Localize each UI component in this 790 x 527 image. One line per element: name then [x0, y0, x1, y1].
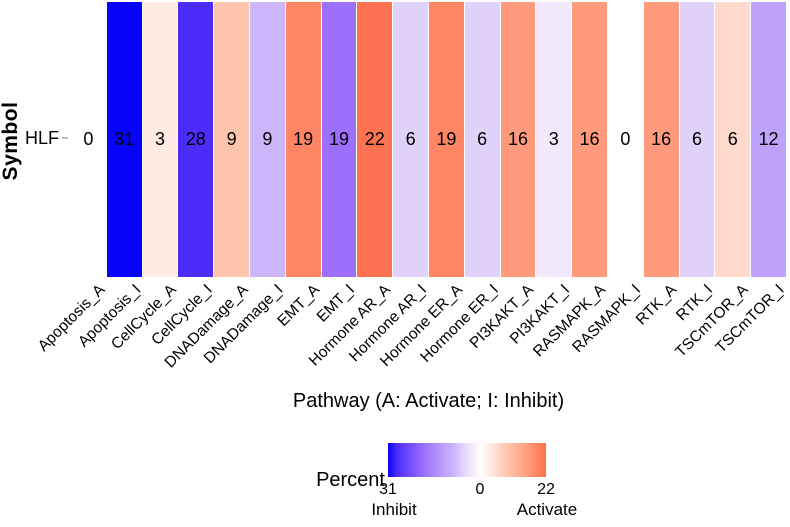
heatmap-cell-Hormone-AR_I: 6 [393, 2, 428, 277]
heatmap-cell-DNADamage_I: 9 [249, 2, 285, 277]
heatmap-cell-TSCmTOR_I: 12 [751, 2, 786, 277]
cell-value: 6 [477, 129, 488, 149]
cell-value: 0 [620, 129, 631, 149]
cell-value: 3 [548, 129, 559, 149]
x-axis-labels: Apoptosis_A Apoptosis_I CellCycle_A CellCyc… [35, 281, 788, 402]
cell-value: 12 [758, 129, 779, 149]
cell-value: 19 [293, 129, 314, 149]
cell-value: 31 [114, 129, 135, 149]
heatmap-cell-Hormone-AR_A: 22 [357, 2, 393, 277]
cell-value: 19 [436, 129, 457, 149]
heatmap-cell-DNADamage_A: 9 [214, 2, 249, 277]
legend-min-label: 31 [379, 481, 397, 498]
cell-value: 6 [405, 129, 416, 149]
cell-value: 16 [651, 129, 672, 149]
heatmap-cell-RASMAPK_I: 0 [607, 2, 643, 277]
cell-value: 0 [83, 129, 94, 149]
cell-value: 6 [727, 129, 738, 149]
heatmap-cell-Hormone-ER_A: 19 [428, 2, 464, 277]
heatmap-cell-CellCycle_I: 28 [178, 2, 214, 277]
cell-value: 6 [691, 129, 702, 149]
cell-value: 9 [226, 129, 237, 149]
heatmap-cell-PI3KAKT_A: 16 [500, 2, 536, 277]
row-label-hlf: HLF [24, 128, 59, 148]
legend-title: Percent [316, 469, 385, 491]
cell-value: 22 [364, 129, 385, 149]
cell-value: 3 [154, 129, 165, 149]
legend-max-label: 22 [537, 481, 555, 498]
heatmap-cell-Apoptosis_I: 31 [106, 2, 142, 277]
heatmap-cell-Apoptosis_A: 0 [71, 2, 106, 277]
legend-mid-label: 0 [475, 481, 485, 498]
cell-value: 16 [507, 129, 528, 149]
heatmap-cell-RASMAPK_A: 16 [572, 2, 607, 277]
heatmap-plot: 0 31 3 28 9 9 19 19 22 6 19 6 16 3 16 0 16 6 6 12 [71, 2, 786, 277]
cell-value: 28 [185, 129, 206, 149]
x-axis-title: Pathway (A: Activate; I: Inhibit) [292, 390, 565, 412]
heatmap-cell-CellCycle_A: 3 [142, 2, 178, 277]
cell-value: 16 [579, 129, 600, 149]
x-axis-label-RTK_A: RTK_A [633, 281, 681, 329]
heatmap-cell-RTK_A: 16 [643, 2, 679, 277]
cell-value: 19 [328, 129, 349, 149]
legend-activate-label: Activate [516, 500, 578, 519]
heatmap-cell-EMT_I: 19 [321, 2, 357, 277]
legend-inhibit-label: Inhibit [371, 500, 417, 519]
cell-value: 9 [262, 129, 273, 149]
heatmap-cell-Hormone-ER_I: 6 [464, 2, 500, 277]
heatmap-cell-EMT_A: 19 [285, 2, 321, 277]
y-axis-tick [62, 137, 68, 139]
legend-gradient-bar [388, 443, 546, 477]
heatmap-cell-PI3KAKT_I: 3 [536, 2, 572, 277]
y-axis-title: Symbol [0, 101, 22, 181]
heatmap-cell-RTK_I: 6 [679, 2, 715, 277]
heatmap-cell-TSCmTOR_A: 6 [715, 2, 751, 277]
